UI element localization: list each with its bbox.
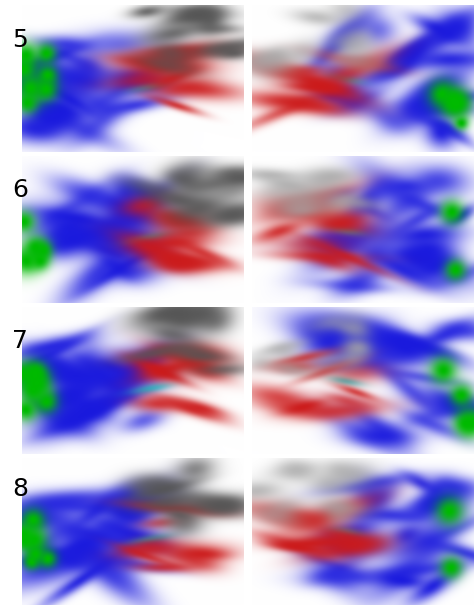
Text: 5: 5	[12, 28, 27, 52]
Text: 8: 8	[12, 477, 28, 501]
Text: 7: 7	[12, 329, 27, 353]
Text: 6: 6	[12, 178, 28, 202]
